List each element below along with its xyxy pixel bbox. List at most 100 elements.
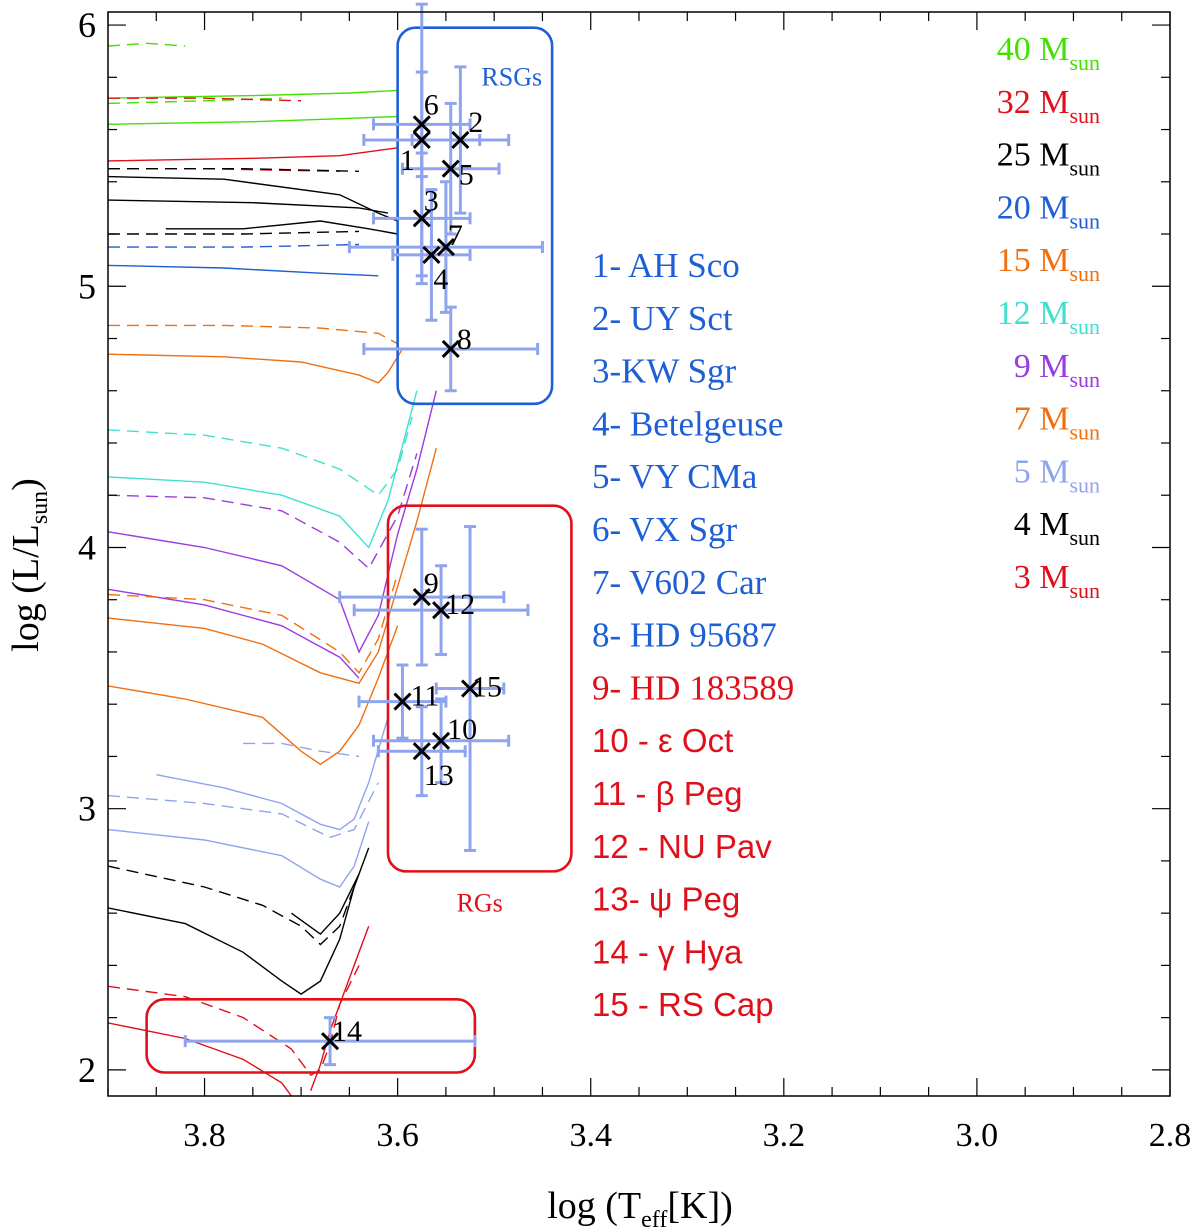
- star-id-label-2: 2: [468, 106, 483, 139]
- track-25msun-solid-7: [108, 175, 398, 222]
- region-label-rsgs: RSGs: [481, 63, 542, 92]
- track-25msun-solid-9: [165, 220, 398, 235]
- x-tick-label: 3.4: [569, 1117, 612, 1154]
- star-cross-b-6: [412, 115, 431, 134]
- mass-legend-32msun: 32 Msun: [997, 84, 1100, 128]
- track-15msun-dashed-15: [108, 324, 398, 345]
- y-tick-label: 2: [78, 1050, 96, 1090]
- star-marker-9: 9: [412, 567, 439, 607]
- region-boxes: RSGs RGs: [145, 26, 573, 1074]
- track-4msun-solid-28: [108, 847, 370, 995]
- track-12msun-dashed-17: [108, 416, 413, 497]
- star-legend-entry-11: 11 - β Peg: [592, 775, 742, 812]
- star-legend-entry-12: 12 - NU Pav: [592, 828, 772, 865]
- mass-legend-subscript: sun: [1069, 472, 1100, 497]
- track-32msun-dashed-5: [108, 97, 302, 102]
- mass-legend-12msun: 12 Msun: [997, 295, 1100, 339]
- x-tick-label: 3.2: [763, 1117, 806, 1154]
- star-legend-entry-1: 1- AH Sco: [592, 246, 740, 285]
- star-legend-entry-2: 2- UY Sct: [592, 299, 733, 338]
- y-tick-label: 4: [78, 527, 96, 567]
- star-marker-1: 1: [400, 130, 431, 177]
- x-tick-label: 2.8: [1149, 1117, 1192, 1154]
- star-legend-entry-13: 13- ψ Peg: [592, 881, 740, 918]
- mass-legend-15msun: 15 Msun: [997, 242, 1100, 286]
- star-cross-b-2: [451, 130, 470, 150]
- star-id-label-12: 12: [445, 588, 475, 621]
- region-label-rgs: RGs: [457, 888, 503, 917]
- y-tick-label: 6: [78, 5, 96, 45]
- mass-legend-value: 3 M: [1014, 559, 1070, 596]
- star-legend-entry-4: 4- Betelgeuse: [592, 404, 783, 443]
- tick-labels: 3.8 3.6 3.4 3.2 3.0 2.8 2 3 4 5 6: [78, 5, 1191, 1154]
- track-7msun-solid-21: [108, 448, 437, 685]
- track-40msun-solid-1: [108, 89, 398, 99]
- star-cross-b-9: [412, 588, 431, 607]
- track-25msun-dashed-11: [108, 230, 360, 235]
- mass-legend-subscript: sun: [1069, 156, 1100, 181]
- star-legend-entry-15: 15 - RS Cap: [592, 986, 774, 1023]
- track-5msun-dashed-27: [243, 742, 360, 758]
- star-marker-11: 11: [393, 680, 439, 713]
- star-id-label-1: 1: [400, 144, 415, 177]
- star-marker-6: 6: [412, 88, 439, 134]
- mass-legend-20msun: 20 Msun: [997, 189, 1100, 233]
- mass-legend-5msun: 5 Msun: [1014, 453, 1100, 497]
- star-id-label-8: 8: [457, 323, 472, 356]
- star-marker-2: 2: [451, 106, 483, 150]
- region-box-rgs: [386, 504, 573, 873]
- star-cross-b-8: [441, 339, 460, 359]
- mass-legend-subscript: sun: [1069, 103, 1100, 128]
- star-marker-3: 3: [412, 184, 439, 228]
- track-40msun-dashed-3: [108, 42, 186, 47]
- mass-legend-25msun: 25 Msun: [997, 137, 1100, 181]
- star-cross-b-1: [412, 130, 431, 150]
- star-id-label-6: 6: [424, 88, 439, 121]
- mass-legend-value: 15 M: [997, 242, 1070, 279]
- track-5msun-dashed-26: [108, 782, 379, 839]
- star-cross-b-4: [422, 245, 441, 264]
- track-12msun-solid-16: [108, 390, 418, 549]
- region-box-rsgs: [396, 26, 554, 406]
- track-7msun-solid-22: [108, 625, 399, 766]
- track-9msun-solid-20: [108, 588, 360, 679]
- mass-legend-value: 9 M: [1014, 348, 1070, 385]
- star-cross-b-10: [432, 731, 451, 750]
- mass-legend-value: 12 M: [997, 295, 1070, 332]
- star-legend-entry-5: 5- VY CMa: [592, 457, 758, 496]
- axis-ticks: [107, 12, 1171, 1096]
- star-marker-13: 13: [412, 742, 454, 792]
- star-cross-b-14: [320, 1032, 340, 1051]
- mass-legend-9msun: 9 Msun: [1014, 348, 1100, 392]
- star-cross-b-7: [436, 238, 455, 257]
- track-25msun-solid-8: [108, 199, 389, 214]
- mass-legend-subscript: sun: [1069, 578, 1100, 603]
- mass-legend-subscript: sun: [1069, 314, 1100, 339]
- mass-legend-40msun: 40 Msun: [997, 31, 1100, 75]
- mass-legend-7msun: 7 Msun: [1014, 401, 1100, 445]
- star-id-label-3: 3: [424, 184, 439, 217]
- track-3msun-solid-31: [108, 1022, 292, 1096]
- star-cross-b-3: [412, 209, 431, 228]
- track-40msun-dashed-2: [108, 97, 282, 105]
- star-id-label-11: 11: [410, 680, 439, 713]
- y-tick-label: 5: [78, 266, 96, 306]
- track-3msun-solid-33: [310, 925, 370, 1092]
- mass-legend-value: 40 M: [997, 31, 1070, 68]
- star-marker-12: 12: [432, 588, 475, 621]
- star-marker-7: 7: [436, 219, 463, 257]
- mass-legend-subscript: sun: [1069, 261, 1100, 286]
- mass-legend-value: 5 M: [1014, 453, 1070, 490]
- track-32msun-solid-4: [108, 147, 398, 162]
- star-marker-5: 5: [441, 159, 474, 192]
- track-20msun-dashed-13: [108, 243, 360, 248]
- star-cross-b-5: [441, 159, 460, 178]
- star-marker-8: 8: [441, 323, 472, 359]
- star-marker-4: 4: [422, 245, 448, 296]
- star-cross-b-15: [460, 679, 480, 698]
- star-legend-entry-9: 9- HD 183589: [592, 668, 794, 707]
- star-legend-entry-8: 8- HD 95687: [592, 616, 777, 655]
- region-box-giant: [145, 998, 477, 1074]
- track-15msun-solid-14: [108, 348, 404, 384]
- x-axis-title: log (Teff[K]): [547, 1185, 733, 1229]
